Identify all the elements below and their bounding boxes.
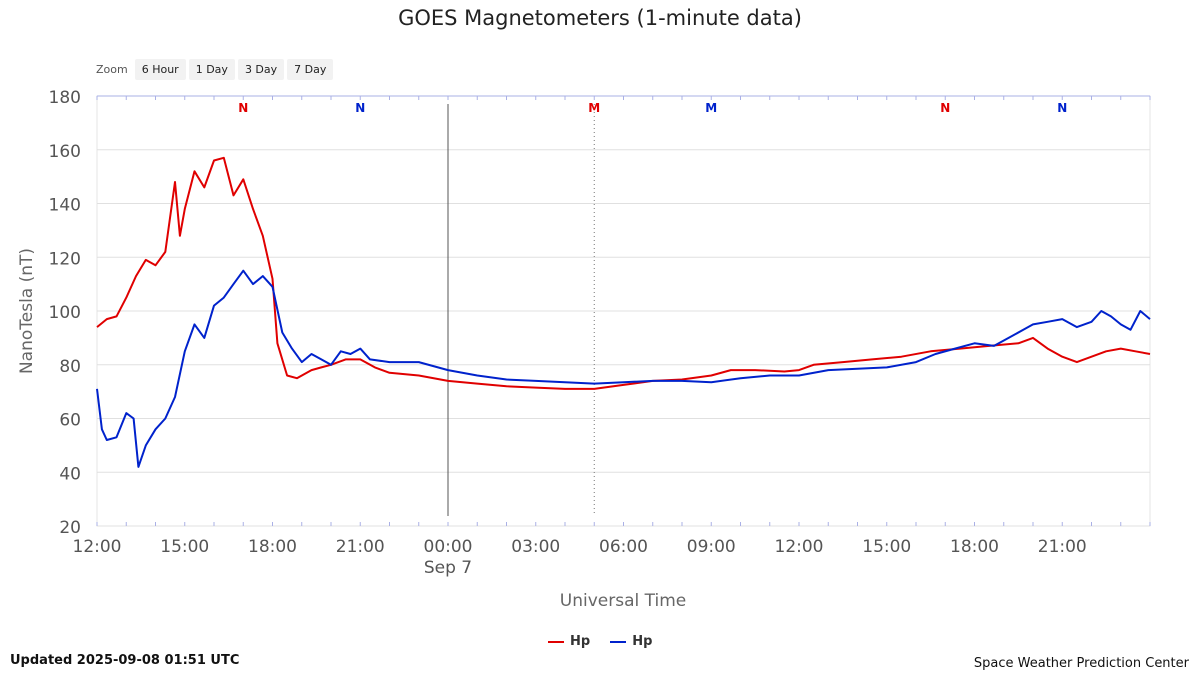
- top-marker-label: M: [705, 101, 717, 115]
- y-tick-label: 60: [59, 411, 81, 431]
- x-tick-label: 06:00: [599, 537, 648, 557]
- magnetometer-chart[interactable]: 20 40 60 80 100 120 140 160 180 12:00 15:00 18:00 21…: [0, 0, 1200, 640]
- y-tick-label: 80: [59, 357, 81, 377]
- chart-legend: Hp Hp: [548, 634, 652, 649]
- updated-timestamp: Updated 2025-09-08 01:51 UTC: [10, 653, 240, 668]
- x-tick-label: 09:00: [687, 537, 736, 557]
- top-marker-label: N: [1057, 101, 1067, 115]
- x-tick-label: 21:00: [336, 537, 385, 557]
- y-tick-label: 180: [49, 88, 81, 108]
- top-marker-label: N: [355, 101, 365, 115]
- y-tick-label: 100: [49, 303, 81, 323]
- y-tick-label: 160: [49, 142, 81, 162]
- y-tick-label: 120: [49, 249, 81, 269]
- zoom-6-hour-button[interactable]: 6 Hour: [134, 58, 186, 80]
- top-marker-label: N: [238, 101, 248, 115]
- x-tick-label: 12:00: [73, 537, 122, 557]
- zoom-1-day-button[interactable]: 1 Day: [188, 58, 235, 80]
- x-tick-label: 18:00: [248, 537, 297, 557]
- top-marker-label: N: [940, 101, 950, 115]
- zoom-3-day-button[interactable]: 3 Day: [237, 58, 285, 80]
- legend-swatch-blue: [610, 640, 627, 643]
- x-tick-sublabel: Sep 7: [424, 558, 472, 578]
- legend-swatch-red: [548, 640, 564, 643]
- chart-title: GOES Magnetometers (1-minute data): [398, 6, 802, 30]
- x-tick-label: 21:00: [1038, 537, 1087, 557]
- x-tick-label: 00:00: [424, 537, 473, 557]
- x-tick-label: 03:00: [511, 537, 560, 557]
- legend-item-red[interactable]: Hp: [548, 634, 590, 649]
- zoom-bar: Zoom 6 Hour 1 Day 3 Day 7 Day: [96, 58, 334, 80]
- legend-label-red: Hp: [570, 634, 591, 649]
- y-tick-label: 40: [59, 464, 81, 484]
- y-tick-label: 140: [49, 196, 81, 216]
- series-line-blue: [96, 269, 1151, 468]
- x-tick-label: 15:00: [160, 537, 209, 557]
- top-marker-label: M: [588, 101, 600, 115]
- credit-text: Space Weather Prediction Center: [973, 656, 1189, 671]
- y-axis-title: NanoTesla (nT): [17, 248, 37, 374]
- zoom-7-day-button[interactable]: 7 Day: [287, 58, 334, 80]
- x-tick-label: 18:00: [950, 537, 999, 557]
- y-tick-label: 20: [59, 518, 81, 538]
- series-line-red: [96, 156, 1151, 390]
- x-tick-label: 12:00: [775, 537, 824, 557]
- legend-item-blue[interactable]: Hp: [610, 634, 652, 649]
- zoom-label: Zoom: [96, 62, 128, 76]
- legend-label-blue: Hp: [632, 634, 653, 649]
- x-tick-label: 15:00: [862, 537, 911, 557]
- x-axis-title: Universal Time: [560, 591, 686, 611]
